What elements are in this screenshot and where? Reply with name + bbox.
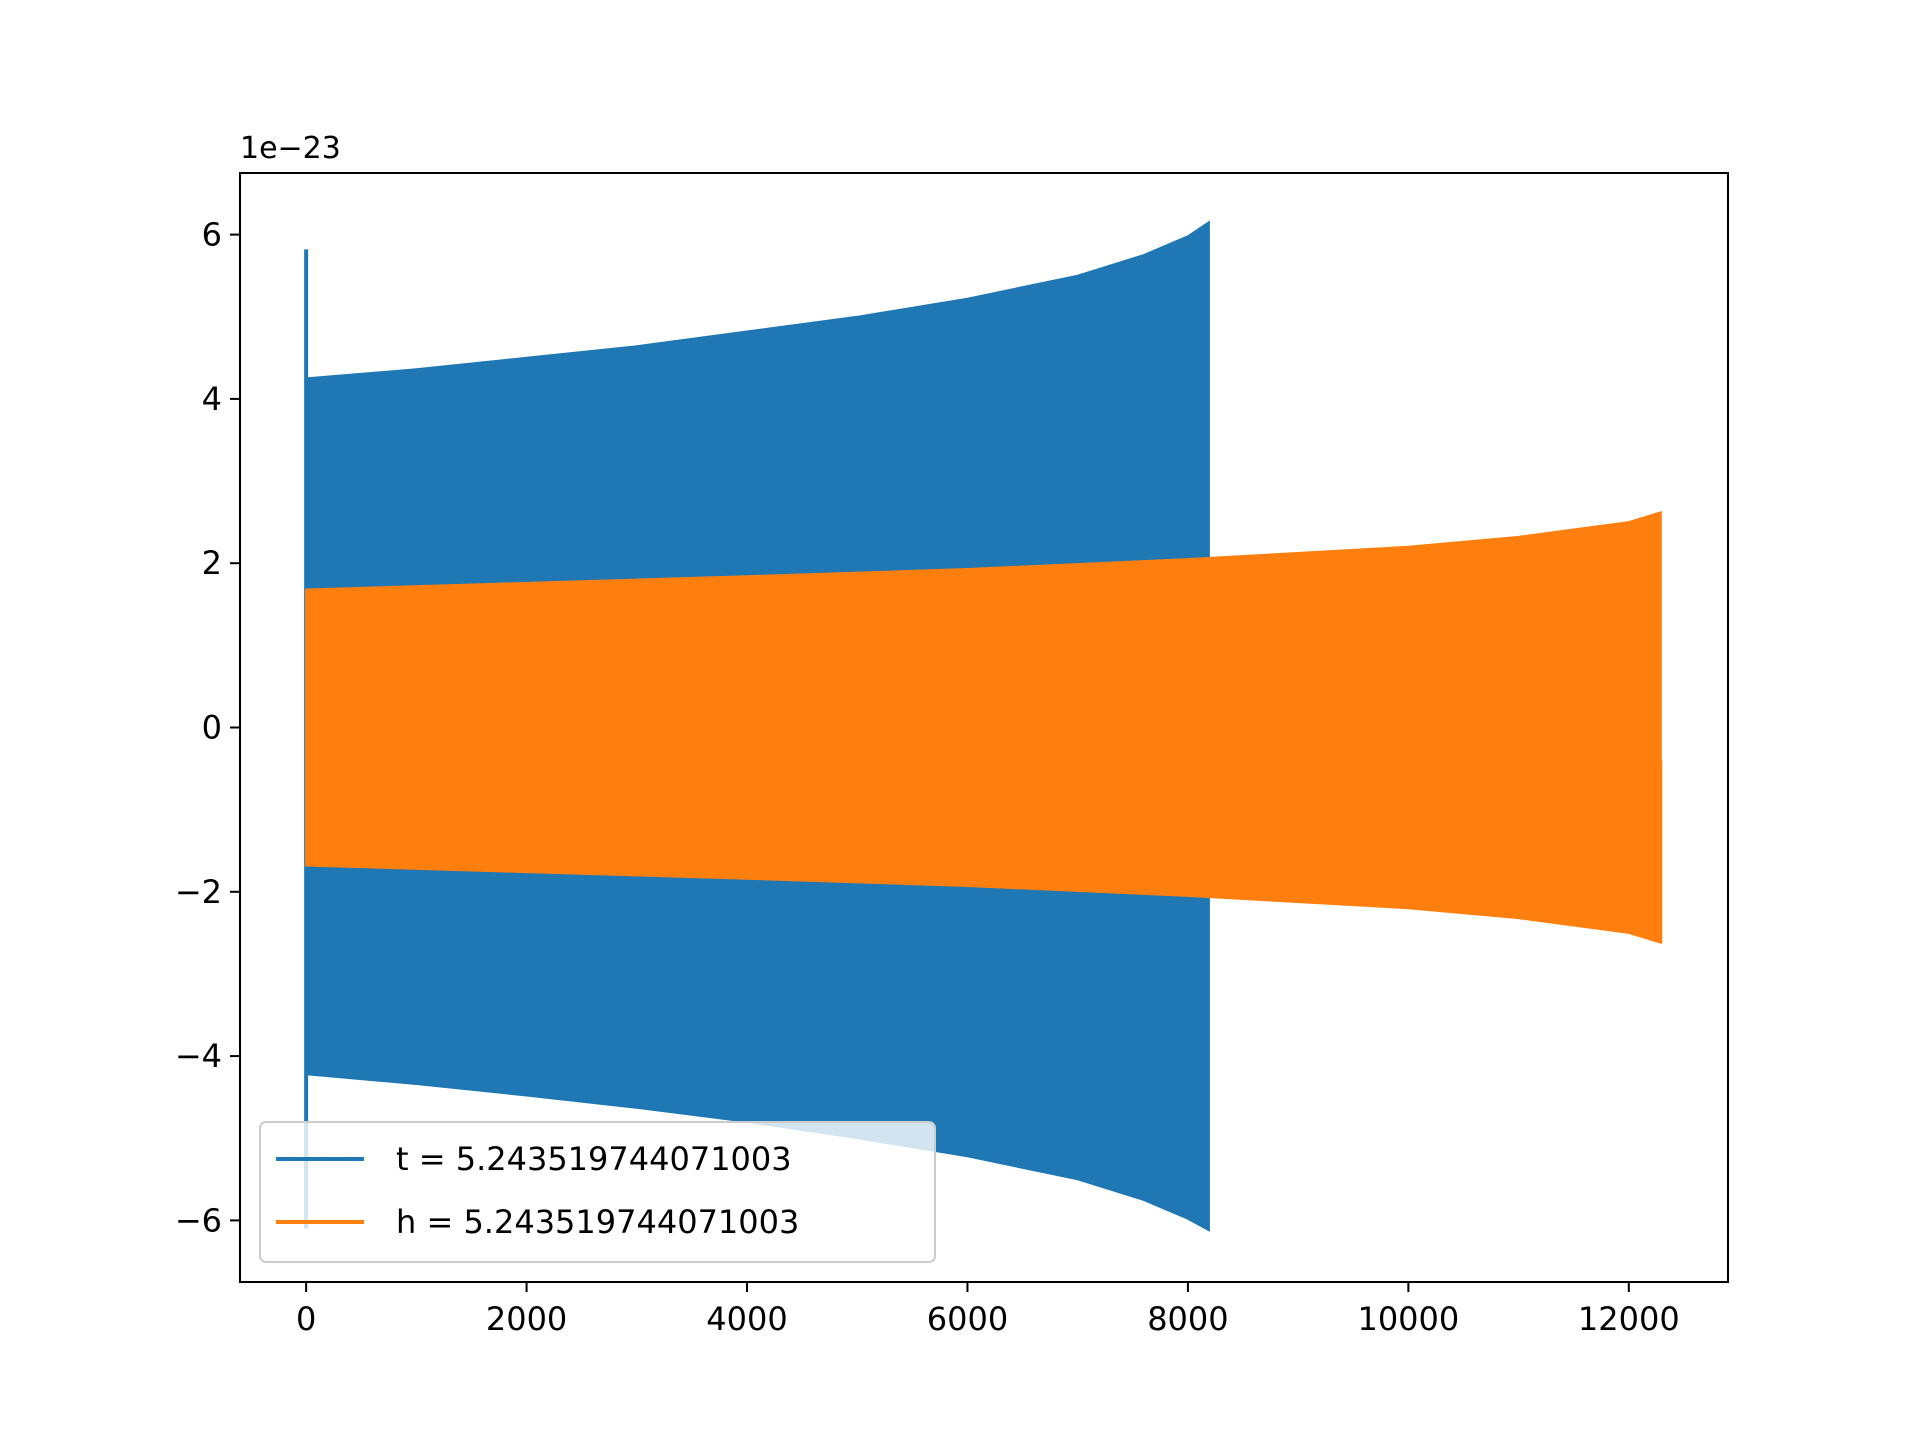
legend-label-t: t = 5.243519744071003 — [396, 1140, 792, 1178]
x-axis: 0 2000 4000 6000 8000 10000 12000 — [296, 1282, 1680, 1338]
x-tick-label: 0 — [296, 1300, 316, 1338]
y-tick-label: 4 — [202, 380, 222, 418]
y-tick-label: 6 — [202, 216, 222, 254]
x-tick-label: 10000 — [1357, 1300, 1459, 1338]
x-tick-label: 4000 — [706, 1300, 787, 1338]
y-tick-label: −6 — [175, 1201, 222, 1239]
plot-series — [304, 220, 1663, 1232]
y-tick-label: 0 — [202, 709, 222, 747]
y-axis-offset-text: 1e−23 — [240, 131, 341, 166]
legend-box — [259, 1121, 936, 1263]
y-axis: −6 −4 −2 0 2 4 6 — [175, 216, 240, 1239]
x-tick-label: 12000 — [1578, 1300, 1680, 1338]
x-tick-label: 6000 — [927, 1300, 1008, 1338]
series-h — [305, 510, 1663, 945]
x-tick-label: 8000 — [1147, 1300, 1228, 1338]
legend-label-h: h = 5.243519744071003 — [396, 1203, 799, 1241]
legend: t = 5.243519744071003 h = 5.243519744071… — [259, 1121, 936, 1263]
y-tick-label: 2 — [202, 544, 222, 582]
y-tick-label: −2 — [175, 873, 222, 911]
y-tick-label: −4 — [175, 1037, 222, 1075]
x-tick-label: 2000 — [486, 1300, 567, 1338]
